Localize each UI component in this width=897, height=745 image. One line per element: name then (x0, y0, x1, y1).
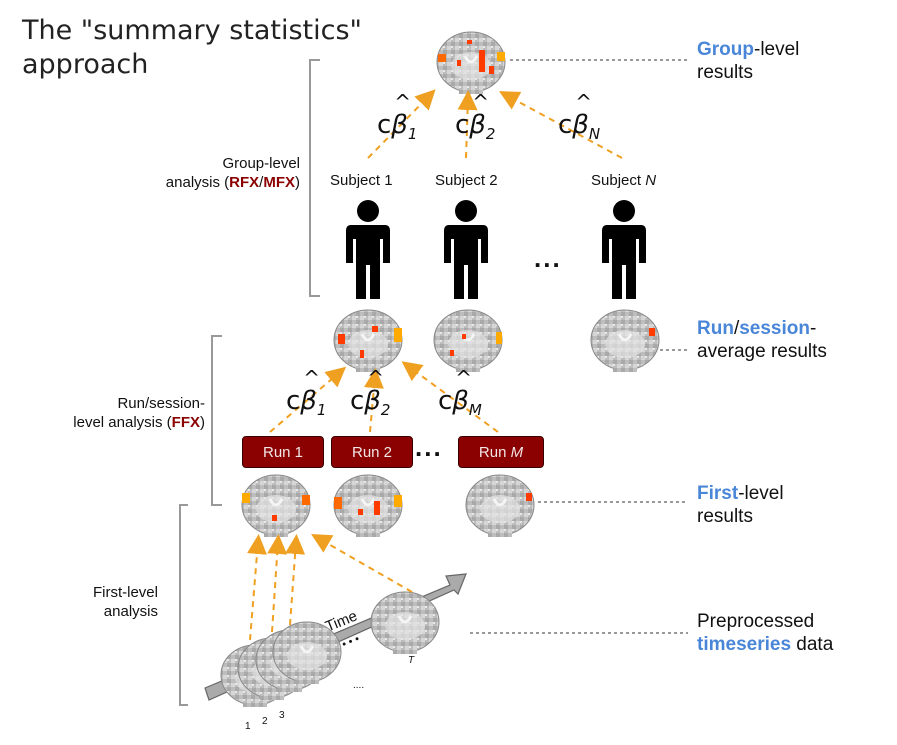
run-analysis-label: Run/session- level analysis (FFX) (40, 394, 205, 432)
title-line-2: approach (22, 49, 149, 80)
page-title: The "summary statistics" approach (22, 14, 362, 82)
group-analysis-label: Group-level analysis (RFX/MFX) (120, 154, 300, 192)
run-beta-m: c ^ βM (438, 366, 482, 419)
run-beta-1: c ^ β1 (286, 366, 327, 419)
subject-label: Subject 2 (435, 172, 498, 189)
group-results-label: Group-level results (697, 39, 800, 83)
frame-ellipsis: .... (353, 680, 365, 691)
run-results-label: Run/session- average results (697, 318, 827, 362)
rfx-label: RFX (229, 174, 260, 191)
title-line-1: The "summary statistics" (22, 15, 362, 46)
group-analysis-line2: analysis (RFX/MFX) (165, 174, 300, 191)
run-analysis-line2: level analysis (FFX) (73, 414, 205, 431)
first-analysis-line1: First-level (92, 584, 158, 601)
person-icon (346, 200, 390, 299)
run-ellipsis: ... (415, 432, 443, 462)
group-beta-2: c ^ β2 (455, 90, 496, 143)
run-analysis-line1: Run/session- (117, 395, 205, 412)
group-analysis-line1: Group-level (222, 155, 300, 172)
run-beta-2: c ^ β2 (350, 366, 391, 419)
group-brain-icon (435, 30, 507, 96)
run-box: Run M (458, 436, 544, 468)
bracket-group (309, 59, 320, 297)
subject-label: Subject 1 (330, 172, 393, 189)
frame-t-label: T (408, 655, 415, 666)
leader-lines (470, 59, 688, 634)
person-icon (602, 200, 646, 299)
brain-slice-icon (432, 308, 504, 374)
brain-slice-icon (464, 473, 536, 539)
subject-ellipsis: ... (534, 243, 562, 273)
group-beta-1: c ^ β1 (377, 90, 418, 143)
first-analysis-line2: analysis (103, 603, 158, 620)
mfx-label: MFX (263, 174, 295, 191)
bracket-first (179, 504, 188, 706)
first-results-label: First-level results (697, 483, 784, 527)
run-box: Run 1 (242, 436, 324, 468)
brain-slice-icon (332, 473, 404, 539)
subject-label: Subject N (591, 172, 657, 189)
frame-number: 1 (245, 721, 251, 732)
brain-slice-icon (240, 473, 312, 539)
first-analysis-label: First-level analysis (40, 583, 158, 621)
brain-slice-icon (369, 590, 441, 656)
group-beta-n: c ^ βN (558, 90, 601, 143)
arrows-to-group (247, 89, 623, 641)
person-icon (444, 200, 488, 299)
timeseries-label: Preprocessed timeseries data (697, 611, 834, 655)
brain-slice-icon (589, 308, 661, 374)
frame-number: 2 (262, 716, 268, 727)
brain-slice-icon (332, 308, 404, 374)
frame-number: 3 (279, 710, 285, 721)
bracket-run (211, 335, 222, 506)
ffx-label: FFX (171, 414, 200, 431)
run-box: Run 2 (331, 436, 413, 468)
